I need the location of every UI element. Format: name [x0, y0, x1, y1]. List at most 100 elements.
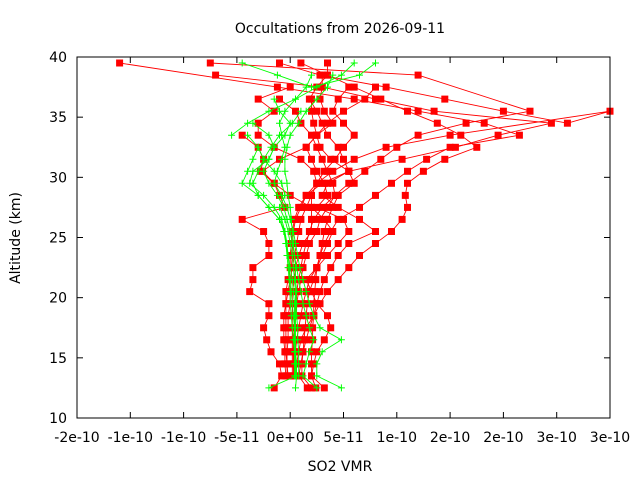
data-point	[329, 179, 337, 187]
data-point	[287, 215, 295, 223]
data-point	[303, 384, 311, 392]
data-point	[316, 288, 324, 296]
data-point	[340, 107, 347, 115]
data-point	[284, 228, 292, 235]
series-green-crosses	[228, 59, 379, 392]
data-point	[462, 119, 470, 127]
x-tick-label: -5e-11	[214, 430, 259, 446]
data-point	[292, 324, 299, 332]
series-red-squares	[116, 59, 614, 392]
data-point	[265, 300, 273, 308]
x-tick-label: 3e-10	[590, 430, 630, 446]
data-point	[276, 360, 283, 368]
data-point	[324, 131, 331, 139]
data-point	[265, 312, 273, 320]
y-tick-label: 30	[49, 170, 67, 186]
data-point	[340, 155, 347, 163]
data-point	[270, 107, 278, 115]
y-tick-label: 20	[49, 291, 67, 307]
data-point	[310, 312, 318, 320]
data-point	[308, 95, 315, 103]
data-point	[276, 59, 283, 67]
data-point	[331, 191, 339, 199]
data-point	[267, 143, 275, 151]
data-point	[308, 191, 315, 199]
data-point	[254, 131, 262, 139]
data-point	[318, 191, 326, 199]
data-point	[291, 276, 298, 284]
x-tick-label: -1e-10	[108, 430, 153, 446]
data-point	[414, 71, 422, 79]
data-point	[515, 131, 523, 139]
data-point	[324, 240, 331, 247]
data-point	[249, 276, 257, 284]
y-tick-label: 10	[49, 411, 67, 427]
data-point	[324, 119, 331, 127]
data-point	[286, 131, 294, 139]
data-point	[423, 155, 431, 163]
data-point	[238, 215, 246, 223]
profile-line	[279, 62, 611, 376]
data-point	[308, 228, 315, 235]
data-point	[299, 348, 307, 356]
data-point	[350, 155, 358, 163]
data-point	[441, 95, 449, 103]
data-point	[265, 384, 273, 392]
data-point	[345, 240, 353, 247]
data-point	[316, 215, 324, 223]
data-point	[324, 252, 331, 259]
data-point	[473, 143, 481, 151]
data-point	[308, 288, 315, 296]
data-point	[238, 179, 246, 187]
data-point	[305, 348, 313, 356]
data-point	[267, 348, 275, 356]
data-point	[260, 228, 268, 235]
data-point	[289, 264, 297, 272]
data-point	[404, 107, 411, 115]
data-point	[334, 215, 342, 223]
data-point	[430, 107, 438, 115]
data-point	[372, 191, 379, 199]
data-point	[276, 95, 283, 103]
data-point	[273, 71, 281, 79]
x-axis-label: SO2 VMR	[308, 459, 373, 475]
data-point	[286, 203, 294, 211]
data-point	[282, 372, 290, 380]
data-point	[206, 59, 214, 67]
profile-line	[308, 63, 355, 389]
data-point	[334, 143, 342, 151]
data-point	[337, 71, 345, 79]
data-point	[318, 240, 326, 247]
data-point	[308, 215, 315, 223]
data-point	[334, 276, 342, 284]
y-tick-label: 15	[49, 351, 67, 367]
data-point	[356, 203, 363, 211]
data-point	[404, 167, 411, 175]
data-point	[329, 119, 337, 127]
data-point	[313, 95, 321, 103]
data-point	[324, 288, 331, 296]
data-point	[414, 131, 422, 139]
data-point	[270, 167, 278, 175]
data-point	[246, 288, 254, 296]
data-point	[254, 95, 262, 103]
data-point	[340, 119, 347, 127]
data-point	[334, 95, 342, 103]
x-tick-label: 1e-10	[377, 430, 417, 446]
data-point	[398, 215, 406, 223]
data-point	[281, 191, 289, 199]
data-point	[451, 143, 459, 151]
data-point	[308, 384, 315, 392]
data-point	[302, 83, 310, 91]
data-point	[308, 372, 315, 380]
data-point	[345, 167, 353, 175]
data-point	[350, 179, 358, 187]
data-point	[302, 312, 310, 320]
data-point	[308, 203, 315, 211]
x-tick-label: 5e-11	[323, 430, 363, 446]
x-tick-label: -2e-10	[54, 430, 99, 446]
data-point	[433, 119, 441, 127]
data-point	[249, 119, 257, 127]
data-point	[547, 119, 555, 127]
data-point	[310, 119, 318, 127]
